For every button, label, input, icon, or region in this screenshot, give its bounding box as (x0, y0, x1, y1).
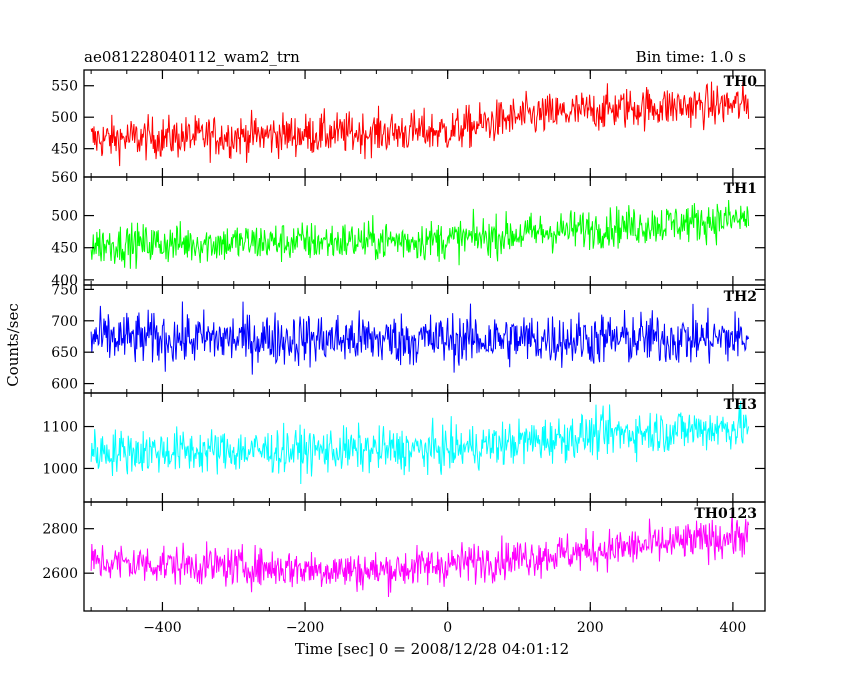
series-th2 (90, 301, 750, 375)
y-tick-label: 560 (51, 170, 78, 186)
series-th0123 (90, 512, 750, 597)
y-tick-label: 700 (51, 314, 78, 330)
panel-th3: 1000 1100 TH3 (42, 392, 766, 503)
panel-th0123: 2600 2800 TH0123 (42, 501, 766, 612)
bin-time-label: Bin time: 1.0 s (636, 48, 746, 66)
panel-th0: 450 500 550 560 TH0 (51, 69, 766, 186)
chart-title: ae081228040112_wam2_trn (84, 48, 300, 66)
y-tick-label: 600 (51, 377, 78, 393)
panel-frame (83, 176, 766, 286)
x-tick-label: 400 (720, 620, 747, 636)
y-tick-label: 450 (51, 241, 78, 257)
y-tick-label: 2800 (42, 522, 78, 538)
panel-label: TH0123 (694, 506, 757, 522)
panel-th2: 600 650 700 750 TH2 (51, 282, 766, 394)
x-axis-label: Time [sec] 0 = 2008/12/28 04:01:12 (295, 640, 569, 658)
panel-label: TH1 (724, 181, 757, 197)
panel-label: TH2 (724, 289, 757, 305)
y-tick-label: 1000 (42, 461, 78, 477)
series-th0 (90, 81, 750, 167)
panel-label: TH3 (724, 397, 757, 413)
series-th3 (90, 401, 750, 484)
panels-group: 450 500 550 560 TH0 400 450 500 TH1 600 650 700 750 T… (42, 69, 766, 636)
y-axis-label: Counts/sec (4, 303, 22, 387)
y-tick-label: 2600 (42, 566, 78, 582)
panel-th1: 400 450 500 TH1 (51, 176, 766, 289)
x-tick-label: 200 (577, 620, 604, 636)
series-th1 (90, 199, 750, 269)
y-tick-label: 750 (51, 282, 78, 298)
x-tick-label: −200 (286, 620, 324, 636)
y-tick-label: 500 (51, 110, 78, 126)
y-tick-label: 1100 (42, 420, 78, 436)
y-tick-label: 400 (51, 273, 78, 289)
x-tick-label: 0 (443, 620, 452, 636)
y-tick-label: 650 (51, 345, 78, 361)
y-tick-label: 550 (51, 79, 78, 95)
panel-label: TH0 (724, 74, 758, 90)
y-tick-label: 500 (51, 209, 78, 225)
panel-frame (83, 501, 766, 612)
x-tick-label: −400 (143, 620, 181, 636)
y-tick-label: 450 (51, 142, 78, 158)
